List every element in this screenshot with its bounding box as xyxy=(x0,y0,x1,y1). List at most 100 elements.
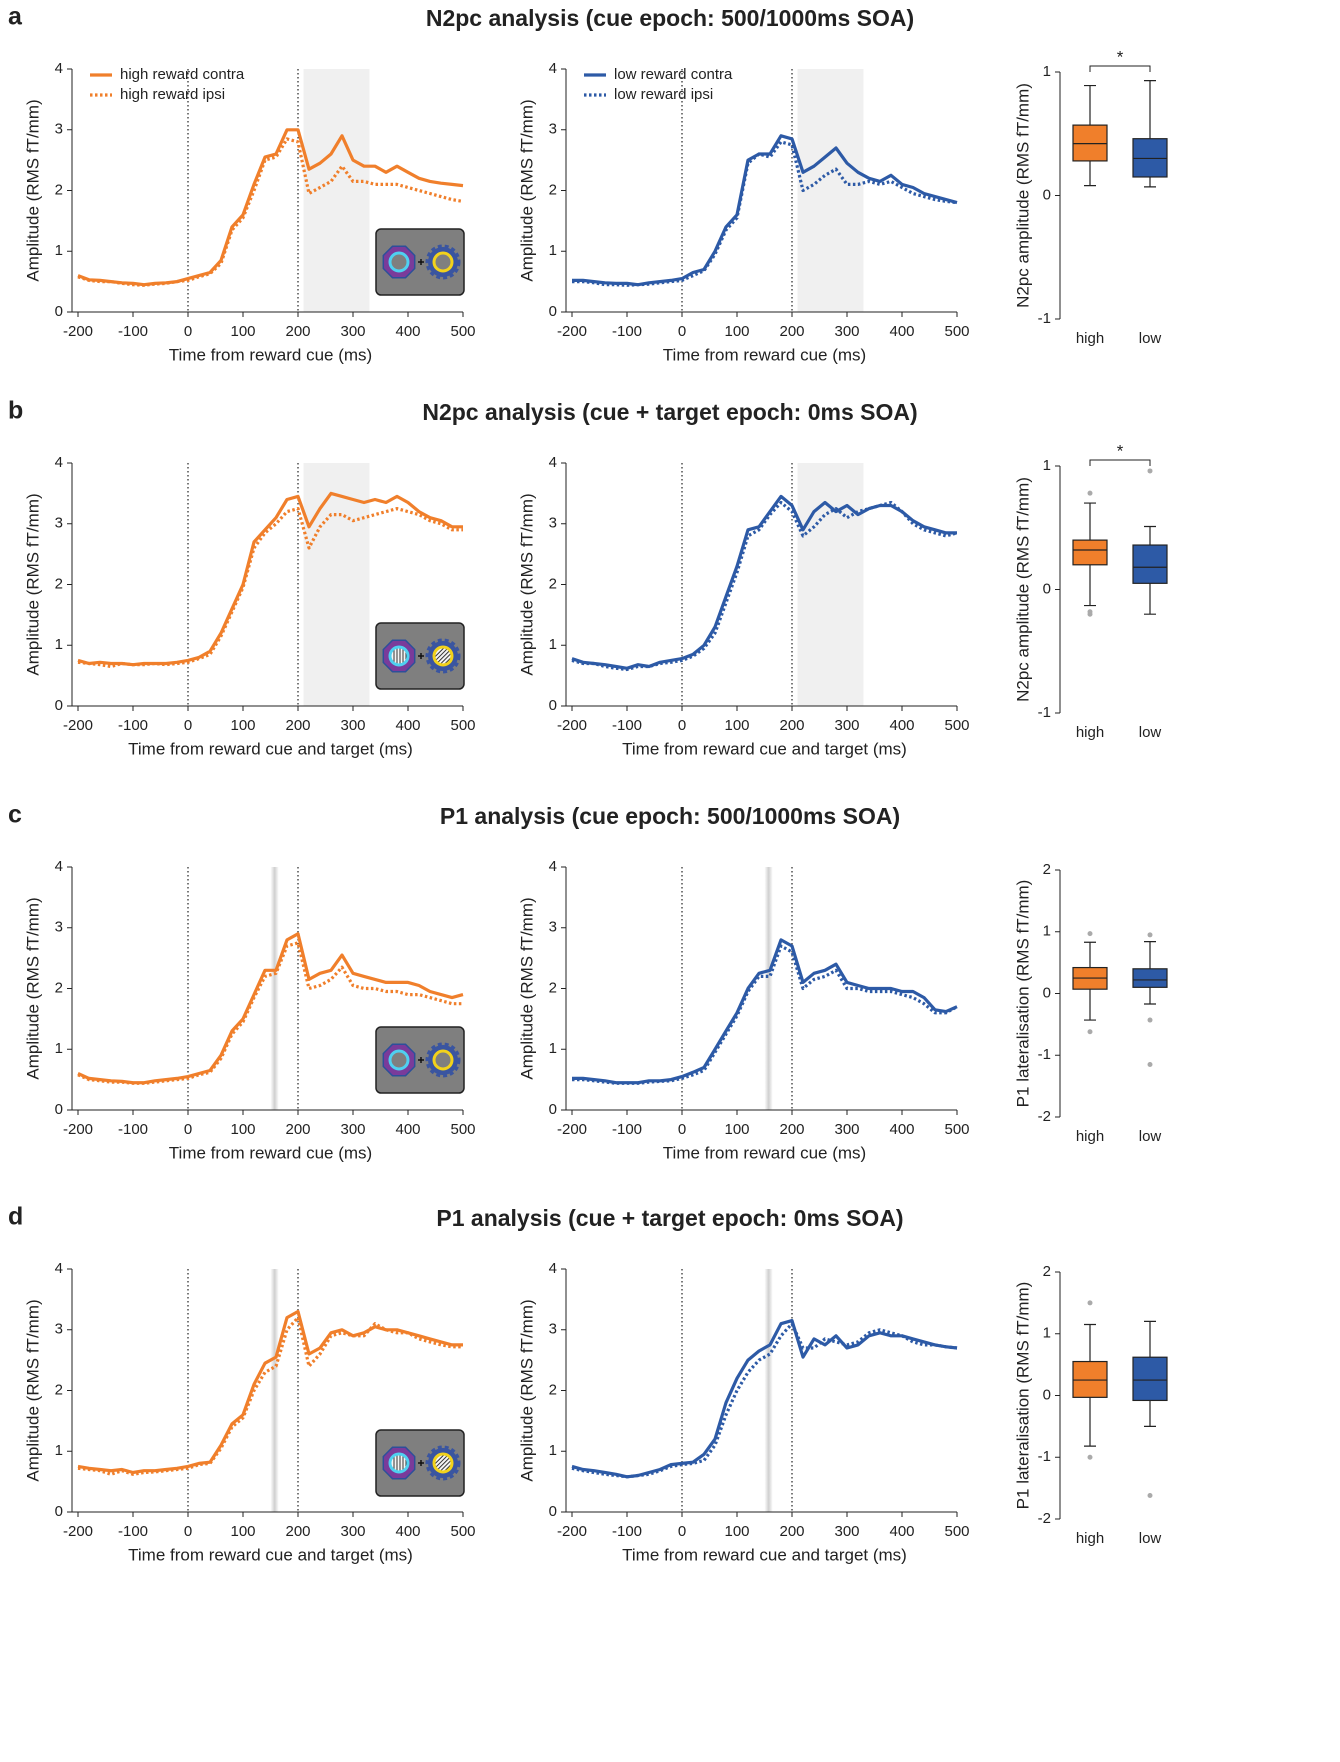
panel-title: N2pc analysis (cue + target epoch: 0ms S… xyxy=(422,399,917,425)
y-tick-label: 3 xyxy=(549,121,557,138)
x-tick-label: -100 xyxy=(118,1121,148,1138)
y-tick-label: 4 xyxy=(55,60,63,77)
x-tick-label: 500 xyxy=(944,1121,969,1138)
y-axis-label: P1 lateralisation (RMS fT/mm) xyxy=(1013,1282,1032,1510)
whisker xyxy=(1084,1397,1096,1447)
y-axis-label: Amplitude (RMS fT/mm) xyxy=(23,493,42,675)
x-tick-label: low xyxy=(1139,724,1162,741)
y-tick-label: 2 xyxy=(55,181,63,198)
x-tick-label: 300 xyxy=(340,323,365,340)
y-tick-label: 1 xyxy=(549,1442,557,1459)
y-tick-label: 2 xyxy=(549,1381,557,1398)
shaded-window xyxy=(797,69,864,312)
x-tick-label: 0 xyxy=(678,1523,686,1540)
legend-label: high reward contra xyxy=(120,66,245,83)
y-tick-label: 0 xyxy=(549,697,557,714)
x-tick-label: 200 xyxy=(285,323,310,340)
outlier xyxy=(1087,1454,1093,1460)
x-axis-label: Time from reward cue (ms) xyxy=(169,345,372,364)
x-tick-label: -100 xyxy=(612,1523,642,1540)
legend-label: low reward ipsi xyxy=(614,86,713,103)
x-tick-label: -200 xyxy=(557,323,587,340)
y-tick-label: 1 xyxy=(55,1442,63,1459)
y-tick-label: 4 xyxy=(549,60,557,77)
y-tick-label: -2 xyxy=(1038,1108,1051,1125)
significance-label: * xyxy=(1117,47,1124,66)
x-tick-label: 500 xyxy=(450,1523,475,1540)
x-tick-label: 100 xyxy=(724,717,749,734)
x-axis-label: Time from reward cue (ms) xyxy=(663,345,866,364)
x-tick-label: 300 xyxy=(834,323,859,340)
y-axis-label: N2pc amplitude (RMS fT/mm) xyxy=(1013,477,1032,702)
x-tick-label: high xyxy=(1076,724,1104,741)
x-tick-label: 500 xyxy=(944,1523,969,1540)
y-tick-label: 3 xyxy=(549,919,557,936)
x-tick-label: 400 xyxy=(395,717,420,734)
y-tick-label: 2 xyxy=(55,575,63,592)
x-axis-label: Time from reward cue (ms) xyxy=(169,1143,372,1162)
x-tick-label: 400 xyxy=(395,1523,420,1540)
panel-title: N2pc analysis (cue epoch: 500/1000ms SOA… xyxy=(426,5,914,31)
x-axis-label: Time from reward cue and target (ms) xyxy=(128,1545,413,1564)
x-tick-label: 200 xyxy=(779,323,804,340)
x-tick-label: 0 xyxy=(678,1121,686,1138)
series-line xyxy=(77,137,464,287)
shaded-window xyxy=(303,463,370,706)
series-line xyxy=(77,941,463,1085)
x-tick-label: 400 xyxy=(889,1121,914,1138)
whisker xyxy=(1144,1320,1156,1358)
x-tick-label: 500 xyxy=(944,323,969,340)
panel-title: P1 analysis (cue epoch: 500/1000ms SOA) xyxy=(440,803,900,829)
y-tick-label: -1 xyxy=(1038,1046,1051,1063)
y-tick-label: 4 xyxy=(549,1260,557,1277)
x-axis-label: Time from reward cue and target (ms) xyxy=(622,1545,907,1564)
y-tick-label: 2 xyxy=(549,979,557,996)
x-tick-label: 0 xyxy=(184,717,192,734)
y-tick-label: 1 xyxy=(55,242,63,259)
panel-letter: c xyxy=(8,801,22,829)
x-tick-label: -200 xyxy=(63,1121,93,1138)
box xyxy=(1132,968,1168,988)
whisker xyxy=(1084,84,1096,126)
shaded-window xyxy=(797,463,864,706)
outlier xyxy=(1087,490,1093,496)
whisker xyxy=(1144,525,1156,546)
x-tick-label: 200 xyxy=(285,1523,310,1540)
x-tick-label: -100 xyxy=(118,1523,148,1540)
x-tick-label: 400 xyxy=(889,323,914,340)
series-line xyxy=(77,491,463,667)
x-tick-label: low xyxy=(1139,330,1162,347)
y-tick-label: -1 xyxy=(1038,310,1051,327)
y-axis-label: Amplitude (RMS fT/mm) xyxy=(23,897,42,1079)
y-axis-label: Amplitude (RMS fT/mm) xyxy=(23,99,42,281)
y-tick-label: -1 xyxy=(1038,1448,1051,1465)
significance-label: * xyxy=(1117,441,1124,460)
x-tick-label: 500 xyxy=(450,1121,475,1138)
y-tick-label: 0 xyxy=(549,1101,557,1118)
series-line xyxy=(572,938,958,1085)
y-tick-label: -2 xyxy=(1038,1510,1051,1527)
x-tick-label: 0 xyxy=(678,717,686,734)
whisker xyxy=(1144,80,1156,139)
x-tick-label: low xyxy=(1139,1530,1162,1547)
x-axis-label: Time from reward cue and target (ms) xyxy=(128,739,413,758)
x-tick-label: 0 xyxy=(678,323,686,340)
x-tick-label: 100 xyxy=(230,323,255,340)
x-tick-label: -100 xyxy=(118,717,148,734)
y-tick-label: 4 xyxy=(55,858,63,875)
box xyxy=(1072,1360,1108,1398)
x-tick-label: 0 xyxy=(184,1121,192,1138)
series-line xyxy=(572,134,958,287)
x-tick-label: 0 xyxy=(184,323,192,340)
x-tick-label: -200 xyxy=(63,717,93,734)
y-tick-label: -1 xyxy=(1038,704,1051,721)
y-tick-label: 3 xyxy=(55,919,63,936)
whisker xyxy=(1084,564,1096,607)
y-tick-label: 2 xyxy=(1043,861,1051,878)
y-tick-label: 1 xyxy=(55,1040,63,1057)
y-tick-label: 2 xyxy=(55,979,63,996)
outlier xyxy=(1087,931,1093,937)
y-tick-label: 3 xyxy=(549,1321,557,1338)
whisker xyxy=(1084,160,1096,187)
x-axis-label: Time from reward cue and target (ms) xyxy=(622,739,907,758)
